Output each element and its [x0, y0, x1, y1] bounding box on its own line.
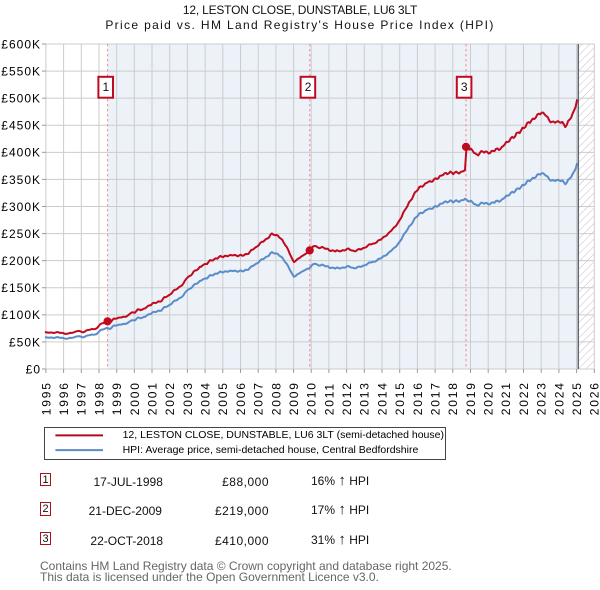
svg-text:£300K: £300K [1, 200, 41, 214]
svg-text:2008: 2008 [269, 381, 283, 415]
svg-text:2016: 2016 [411, 381, 425, 415]
svg-text:2020: 2020 [482, 381, 496, 415]
svg-text:1999: 1999 [110, 381, 124, 415]
svg-text:2: 2 [305, 80, 312, 94]
svg-text:2003: 2003 [181, 381, 195, 415]
svg-text:2009: 2009 [287, 381, 301, 415]
svg-text:2023: 2023 [535, 381, 549, 415]
svg-text:£100K: £100K [1, 308, 41, 322]
svg-text:£500K: £500K [1, 92, 41, 106]
svg-text:1997: 1997 [75, 381, 89, 415]
svg-text:2002: 2002 [163, 381, 177, 415]
svg-text:2006: 2006 [234, 381, 248, 415]
svg-text:£400K: £400K [1, 146, 41, 160]
svg-text:2011: 2011 [322, 382, 336, 415]
svg-text:2022: 2022 [517, 381, 531, 415]
svg-text:£250K: £250K [1, 227, 41, 241]
svg-text:2007: 2007 [252, 381, 266, 415]
svg-text:2026: 2026 [588, 381, 600, 415]
svg-text:2004: 2004 [199, 381, 213, 415]
svg-text:£200K: £200K [1, 254, 41, 268]
svg-text:1996: 1996 [57, 381, 71, 415]
svg-text:£550K: £550K [1, 65, 41, 79]
svg-text:2000: 2000 [128, 381, 142, 415]
svg-text:£50K: £50K [9, 335, 41, 349]
svg-text:£150K: £150K [1, 281, 41, 295]
svg-text:2012: 2012 [340, 381, 354, 415]
svg-text:2017: 2017 [429, 381, 443, 415]
svg-text:2018: 2018 [446, 381, 460, 415]
svg-text:£0: £0 [26, 362, 41, 376]
svg-text:2001: 2001 [145, 381, 159, 415]
svg-text:£450K: £450K [1, 119, 41, 133]
svg-text:2014: 2014 [375, 381, 389, 415]
svg-text:2021: 2021 [499, 381, 513, 415]
svg-text:2005: 2005 [216, 381, 230, 415]
svg-text:1: 1 [102, 80, 109, 94]
svg-text:2024: 2024 [552, 381, 566, 415]
svg-text:2010: 2010 [305, 381, 319, 415]
svg-text:1998: 1998 [92, 381, 106, 415]
svg-text:1995: 1995 [39, 381, 53, 415]
svg-text:3: 3 [461, 80, 468, 94]
svg-text:£600K: £600K [1, 37, 41, 51]
svg-text:2015: 2015 [393, 381, 407, 415]
svg-text:£350K: £350K [1, 173, 41, 187]
svg-text:2013: 2013 [358, 381, 372, 415]
svg-text:2019: 2019 [464, 381, 478, 415]
svg-text:2025: 2025 [570, 381, 584, 415]
